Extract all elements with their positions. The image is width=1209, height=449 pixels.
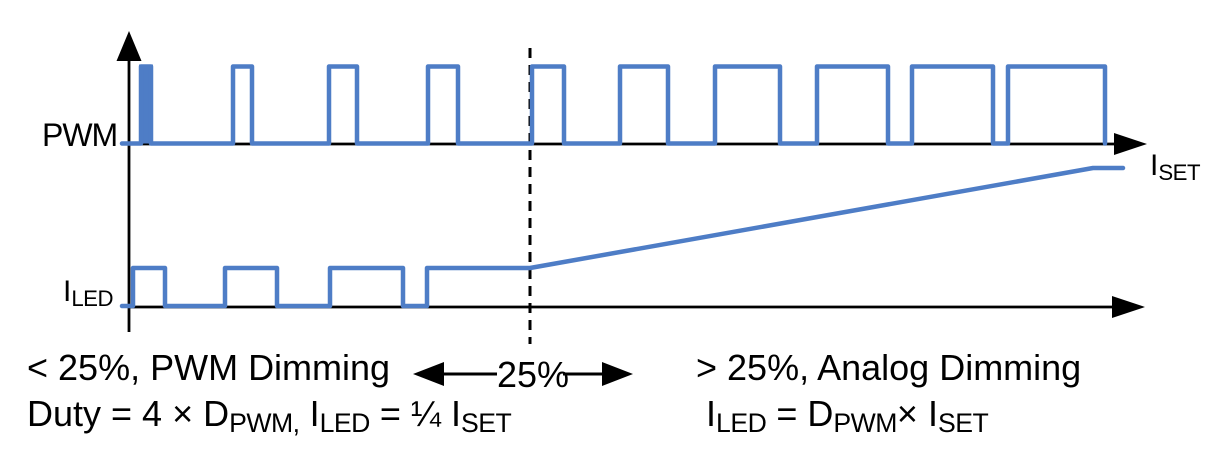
formula-subscript: PWM, (229, 407, 300, 438)
iled-label-base: I (63, 275, 72, 308)
pwm-dimming-region-title: < 25%, PWM Dimming (27, 347, 391, 388)
range-arrow-right-head-icon (602, 362, 633, 386)
iled-trace (119, 165, 1126, 309)
analog-dimming-region-title: > 25%, Analog Dimming (696, 347, 1082, 388)
formula-text: I (299, 393, 320, 434)
iled-axis-label: ILED (63, 275, 114, 311)
iled-label-subscript: LED (71, 285, 114, 311)
range-arrow-left-head-icon (413, 362, 444, 386)
formula-text: × I (896, 393, 938, 434)
formula-subscript: SET (460, 407, 512, 438)
formula-subscript: PWM (833, 407, 897, 438)
formula-text: = D (766, 393, 834, 434)
iled-axis-arrowhead-icon (1112, 296, 1145, 318)
y-axis-arrowhead-icon (116, 31, 142, 61)
pwm-dimming-formula: Duty = 4 × DPWM, ILED = ¼ ISET (27, 393, 512, 438)
pwm-axis-arrowhead-icon (1114, 133, 1147, 155)
threshold-percent-label: 25% (497, 354, 570, 395)
formula-subscript: LED (716, 407, 767, 438)
formula-text: Duty = 4 × D (27, 393, 230, 434)
iset-label-base: I (1150, 149, 1159, 182)
pwm-trace (119, 64, 1108, 146)
formula-subscript: SET (937, 407, 989, 438)
iset-label-subscript: SET (1158, 159, 1200, 185)
pwm-axis-label: PWM (42, 117, 118, 153)
iset-axis-label: ISET (1150, 151, 1200, 184)
formula-text: I (706, 393, 717, 434)
analog-dimming-formula: ILED = DPWM× ISET (706, 393, 989, 438)
formula-text: = ¼ I (369, 393, 461, 434)
formula-subscript: LED (319, 407, 371, 438)
